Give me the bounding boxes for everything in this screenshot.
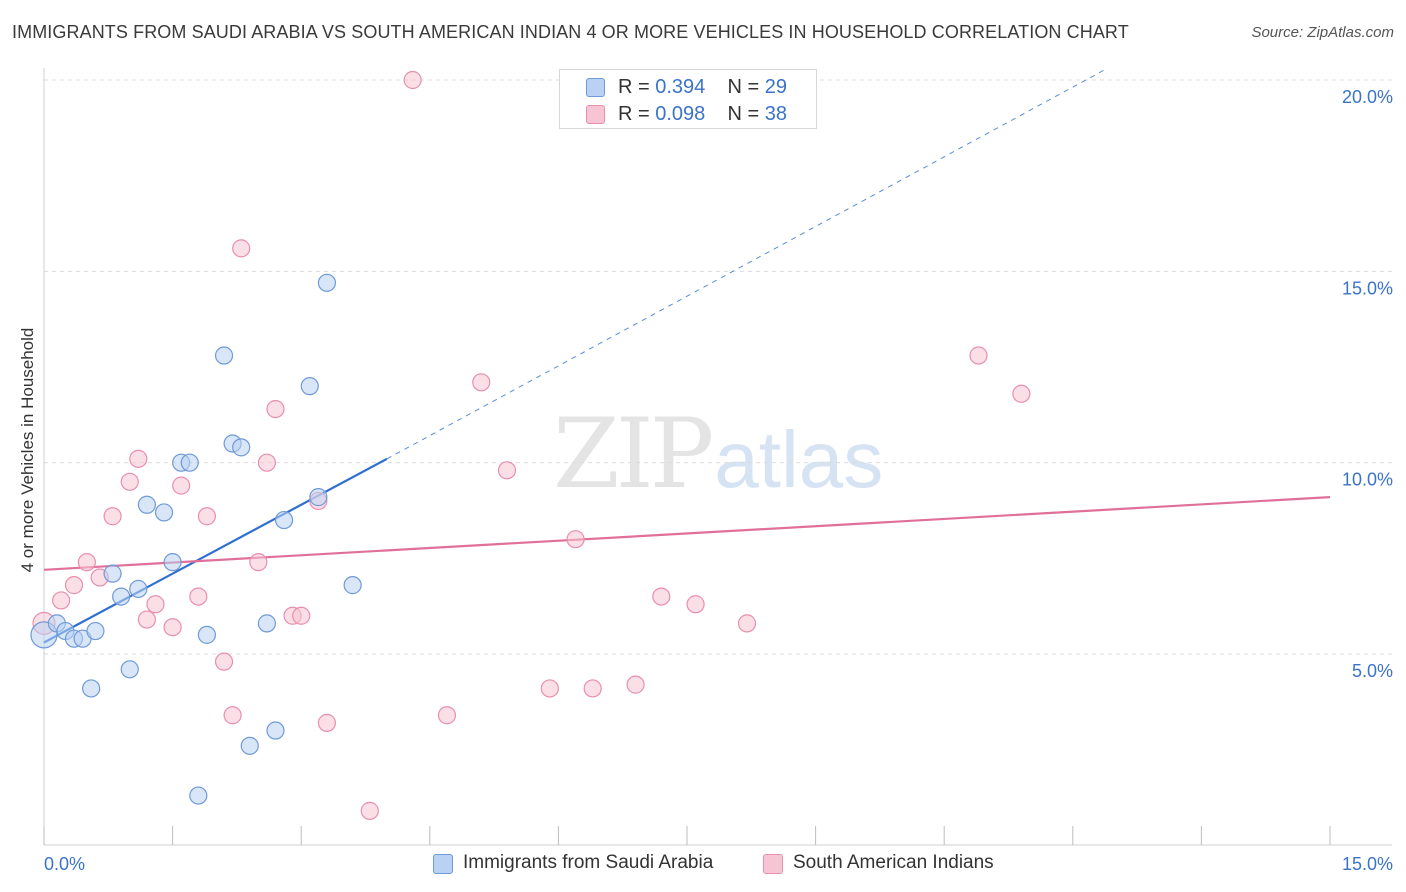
blue-point (214, 346, 234, 365)
pink-point (360, 801, 379, 820)
blue-point (274, 510, 294, 530)
pink-point (497, 461, 517, 480)
chart-title: IMMIGRANTS FROM SAUDI ARABIA VS SOUTH AM… (12, 22, 1129, 42)
watermark: ZIPatlas (553, 398, 883, 510)
blue-swatch (586, 78, 605, 97)
trend-lines (43, 68, 1331, 644)
blue-point (343, 576, 362, 595)
blue-point (180, 453, 199, 472)
blue-point (232, 438, 251, 457)
blue-point (103, 564, 122, 583)
blue-trend-extension (386, 68, 1108, 460)
blue-point (82, 679, 101, 698)
pink-point (189, 587, 208, 606)
pink-point (197, 507, 216, 526)
pink-point (103, 507, 122, 526)
pink-point (969, 346, 988, 365)
blue-point (197, 625, 216, 644)
pink-point (540, 679, 559, 698)
pink-point (403, 70, 422, 90)
blue-point (129, 579, 148, 599)
blue-point (309, 488, 328, 507)
pink-point (472, 373, 491, 392)
blue-point (240, 736, 259, 755)
pink-point (64, 576, 84, 595)
pink-point (172, 476, 191, 495)
blue-point (112, 587, 131, 606)
pink-point (257, 453, 277, 472)
watermark-atlas: atlas (714, 415, 884, 504)
pink-point (583, 679, 602, 698)
x-tick-label: 0.0% (44, 854, 85, 874)
y-tick-label: 15.0% (1342, 278, 1393, 298)
blue-trend-line (43, 457, 388, 644)
pink-point (626, 675, 645, 694)
gridlines (44, 79, 1392, 655)
pink-point (266, 399, 285, 419)
blue-swatch (433, 854, 453, 874)
pink-point (137, 610, 156, 629)
pink-point (437, 706, 457, 725)
legend-label: Immigrants from Saudi Arabia (463, 852, 714, 873)
pink-point (120, 472, 139, 491)
pink-point (566, 530, 585, 549)
blue-point (163, 553, 182, 572)
blue-point (120, 660, 139, 679)
pink-swatch (586, 105, 605, 124)
pink-point (317, 713, 337, 732)
y-axis-title-wrap: 4 or more Vehicles in Household (16, 300, 40, 600)
pink-point (686, 595, 705, 614)
blue-point (189, 786, 208, 805)
y-axis-title: 4 or more Vehicles in Household (18, 327, 37, 573)
pink-point (52, 591, 71, 610)
blue-point (266, 721, 285, 740)
source-credit: Source: ZipAtlas.com (1251, 24, 1394, 41)
pink-point (214, 652, 234, 671)
data-points (30, 70, 1031, 820)
pink-point (146, 595, 165, 614)
blue-point (154, 503, 174, 522)
pink-point (737, 614, 757, 633)
pink-point (249, 553, 268, 572)
pink-point (129, 449, 148, 468)
pink-trend-line (43, 496, 1331, 571)
x-tick-label: 15.0% (1342, 854, 1393, 874)
stats-legend: R = 0.394 N = 29 R = 0.098 N = 38 (559, 69, 817, 129)
pink-point (292, 606, 311, 625)
stats-text: R = 0.098 N = 38 (618, 103, 788, 125)
y-tick-label: 5.0% (1352, 661, 1393, 681)
watermark-zip: ZIP (553, 398, 714, 510)
pink-point (1012, 384, 1031, 403)
y-tick-label: 20.0% (1342, 87, 1393, 107)
pink-point (223, 706, 242, 725)
y-tick-label: 10.0% (1342, 470, 1393, 490)
stats-text: R = 0.394 N = 29 (618, 76, 788, 98)
pink-point (77, 553, 96, 572)
legend-label: South American Indians (793, 852, 994, 873)
tick-labels: 5.0% 10.0% 15.0% 20.0% 0.0% 15.0% (44, 87, 1393, 874)
pink-point (232, 239, 251, 258)
blue-point (317, 273, 337, 292)
blue-point (300, 377, 319, 396)
pink-swatch (763, 854, 783, 874)
axes (43, 68, 1392, 846)
blue-point (257, 614, 277, 633)
pink-point (652, 587, 671, 606)
pink-point (163, 618, 182, 637)
blue-point (137, 495, 156, 514)
blue-point (86, 621, 105, 641)
